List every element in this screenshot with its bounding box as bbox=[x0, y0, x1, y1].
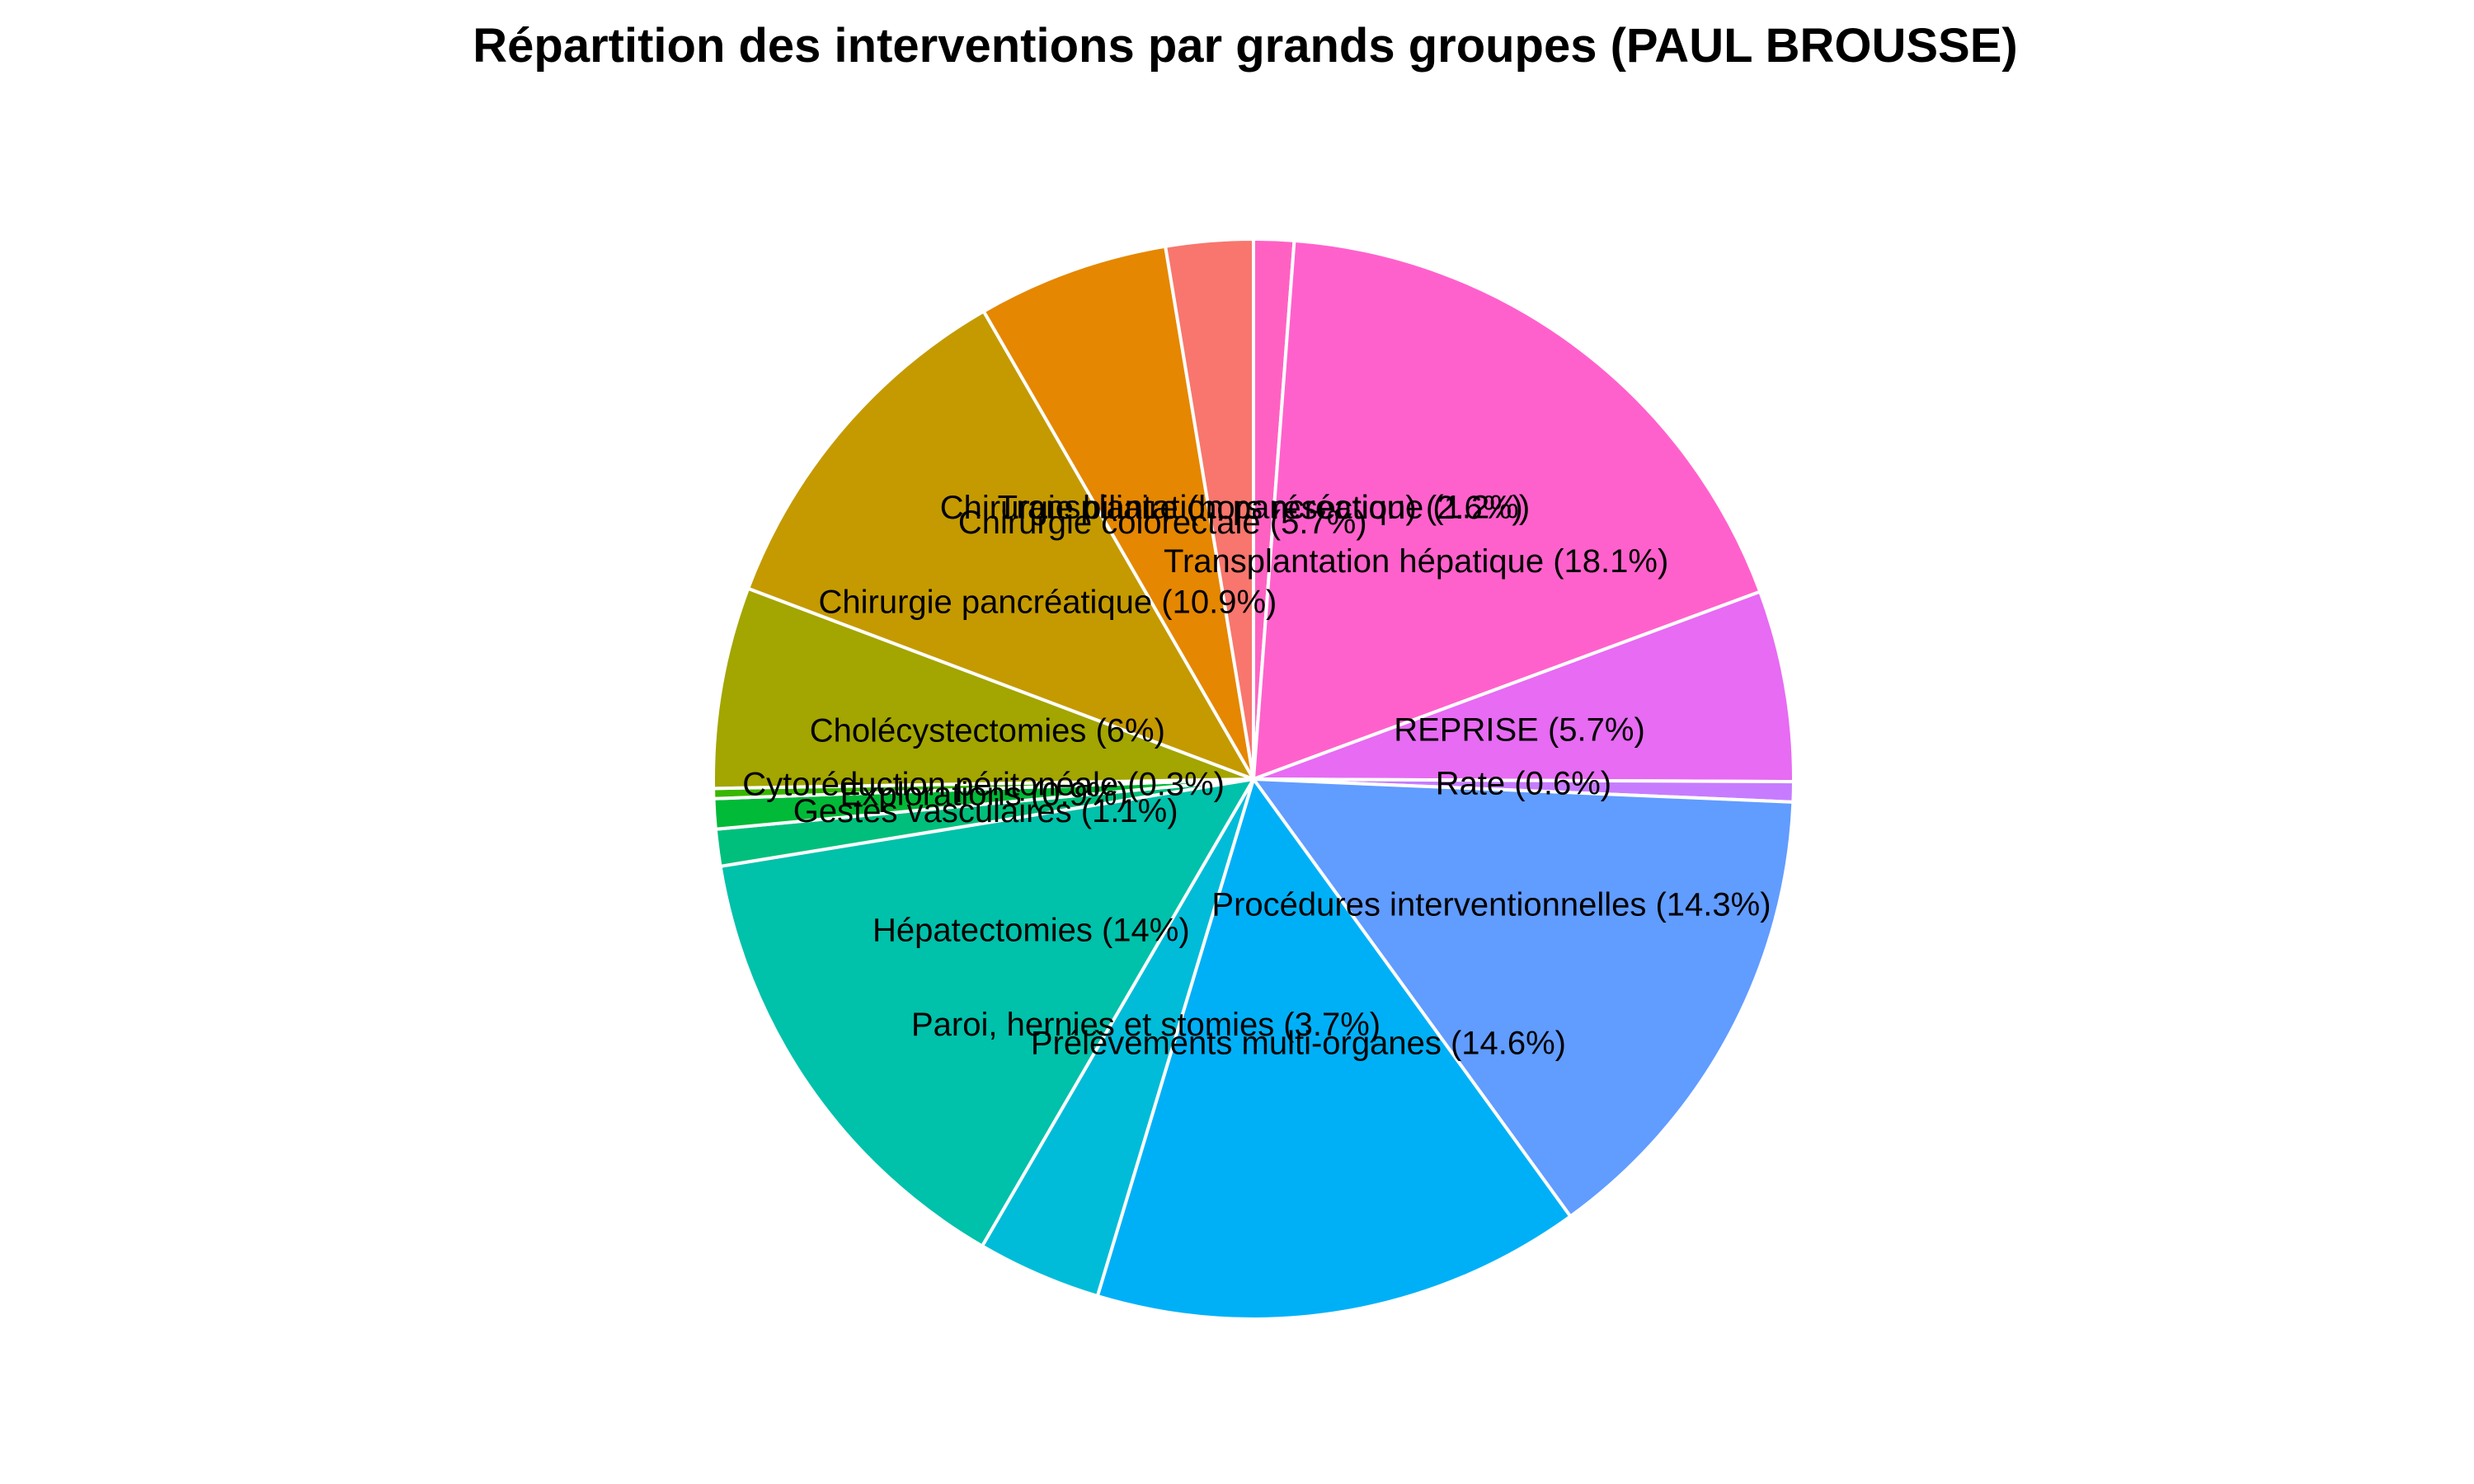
pie-slice-label: Transplantation hépatique (18.1%) bbox=[1164, 543, 1668, 580]
pie-slice bbox=[1163, 237, 1255, 780]
pie-slice-label: REPRISE (5.7%) bbox=[1394, 712, 1645, 749]
pie-slices bbox=[712, 237, 1795, 1321]
pie-slice-label: Chirurgie colorectale (5.7%) bbox=[958, 505, 1367, 541]
pie-slice-label: Hépatectomies (14%) bbox=[872, 912, 1190, 948]
pie-slice bbox=[1253, 589, 1795, 784]
chart-title: Répartition des interventions par grands… bbox=[473, 19, 2017, 73]
pie-slice-label: Rate (0.6%) bbox=[1436, 765, 1611, 801]
pie-labels: Transplantation pancréatique (1.2%) Trans… bbox=[742, 489, 1771, 1061]
pie-slice bbox=[718, 777, 1257, 1249]
pie-slice bbox=[712, 586, 1254, 791]
pie-slice-label: Prélèvements multi-organes (14.6%) bbox=[1031, 1026, 1566, 1062]
pie-slice bbox=[1095, 775, 1573, 1321]
pie-slice-label: Gestes vasculaires (1.1%) bbox=[793, 793, 1178, 829]
pie-slice-label: Transplantation pancréatique (1.2%) bbox=[998, 489, 1531, 525]
pie-slice bbox=[1251, 238, 1762, 782]
pie-slice-label: Cytoréduction péritonéale (0.3%) bbox=[742, 766, 1225, 802]
pie-slice bbox=[1249, 777, 1795, 1219]
pie-slice-label: Chirurgie biliaire (hors résection) (2.6… bbox=[940, 490, 1523, 526]
pie-slice-label: Paroi, hernies et stomies (3.7%) bbox=[911, 1007, 1380, 1043]
pie-slice-label: Cholécystectomies (6%) bbox=[810, 713, 1165, 749]
pie-slice-label: Chirurgie pancréatique (10.9%) bbox=[818, 585, 1277, 621]
pie-slice-label: Explorations (0.9%) bbox=[840, 777, 1128, 813]
pie-slice bbox=[745, 308, 1258, 782]
pie-slice-label: Procédures interventionnelles (14.3%) bbox=[1211, 887, 1771, 923]
